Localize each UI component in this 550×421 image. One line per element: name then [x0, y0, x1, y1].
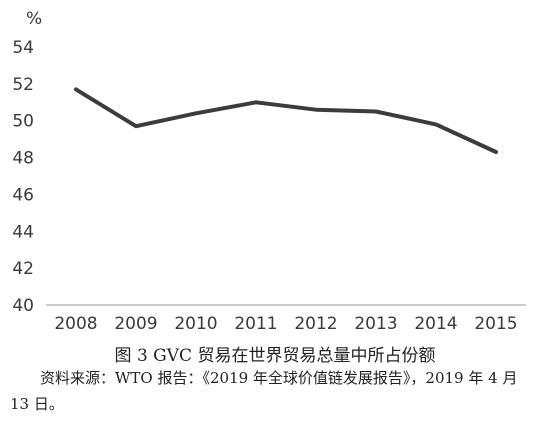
x-tick-label: 2014: [414, 314, 457, 334]
y-tick-label: 44: [12, 222, 34, 242]
series-group: [74, 87, 498, 154]
series-line: [74, 87, 498, 154]
x-tick-label: 2012: [294, 314, 337, 334]
x-tick-label: 2013: [354, 314, 397, 334]
x-tick-labels: 2008 2009 2010 2011 2012 2013 2014 2015: [54, 314, 517, 334]
y-tick-label: 48: [12, 149, 34, 169]
x-tick-label: 2015: [474, 314, 517, 334]
x-tick-label: 2008: [54, 314, 97, 334]
y-tick-labels: 40 42 44 46 48 50 52 54: [12, 38, 34, 316]
figure-caption: 图 3 GVC 贸易在世界贸易总量中所占份额: [114, 346, 436, 366]
y-tick-label: 42: [12, 259, 34, 279]
y-tick-label: 52: [12, 75, 34, 95]
y-tick-label: 50: [12, 112, 34, 132]
y-tick-label: 40: [12, 296, 34, 316]
y-tick-label: 54: [12, 38, 34, 58]
x-tick-label: 2009: [114, 314, 157, 334]
y-unit-label: %: [26, 9, 42, 29]
source-note: 资料来源：WTO 报告：《2019 年全球价值链发展报告》，2019 年 4 月…: [10, 369, 518, 413]
y-tick-label: 46: [12, 185, 34, 205]
x-tick-label: 2010: [174, 314, 217, 334]
x-tick-label: 2011: [234, 314, 277, 334]
